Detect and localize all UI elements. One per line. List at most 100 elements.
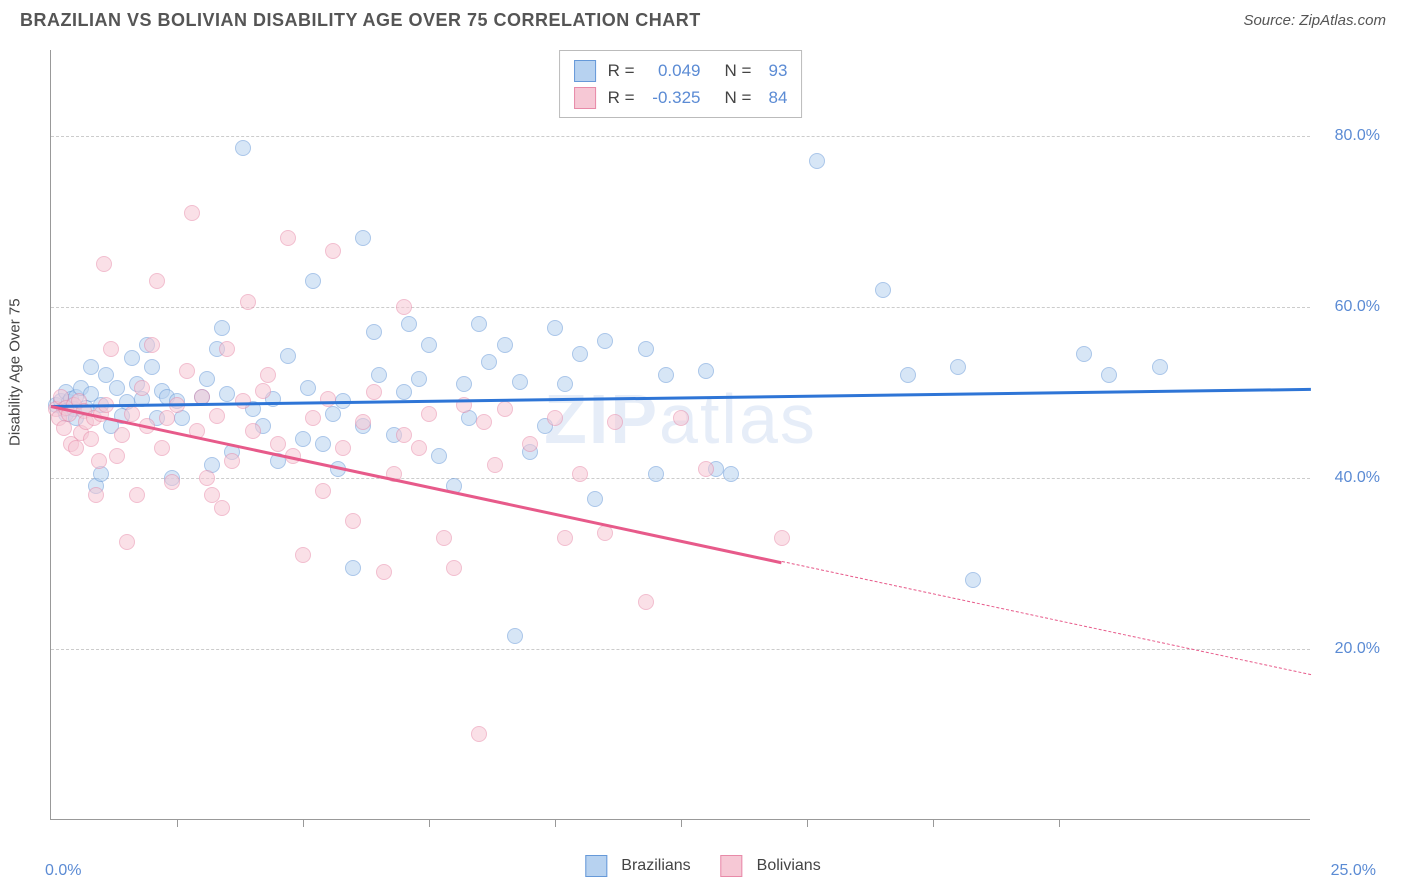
data-point — [240, 294, 256, 310]
data-point — [320, 391, 336, 407]
x-tick — [807, 819, 808, 827]
legend-label: Bolivians — [757, 857, 821, 875]
data-point — [366, 324, 382, 340]
data-point — [572, 346, 588, 362]
data-point — [476, 414, 492, 430]
data-point — [401, 316, 417, 332]
legend-swatch — [574, 60, 596, 82]
data-point — [83, 359, 99, 375]
y-tick-label: 40.0% — [1320, 469, 1380, 487]
data-point — [134, 380, 150, 396]
grid-line — [51, 307, 1310, 308]
data-point — [325, 406, 341, 422]
grid-line — [51, 649, 1310, 650]
data-point — [355, 414, 371, 430]
data-point — [1101, 367, 1117, 383]
data-point — [607, 414, 623, 430]
trend-line-extrapolated — [782, 561, 1311, 675]
data-point — [698, 461, 714, 477]
data-point — [88, 487, 104, 503]
data-point — [1152, 359, 1168, 375]
stat-n-label: N = — [725, 57, 752, 84]
data-point — [547, 320, 563, 336]
legend-item: Bolivians — [721, 855, 821, 877]
x-tick — [429, 819, 430, 827]
stats-legend: R =0.049 N =93 R =-0.325 N =84 — [559, 50, 803, 118]
data-point — [648, 466, 664, 482]
data-point — [421, 406, 437, 422]
y-tick-label: 80.0% — [1320, 127, 1380, 145]
data-point — [471, 316, 487, 332]
source-label: Source: ZipAtlas.com — [1243, 12, 1386, 29]
stats-row: R =0.049 N =93 — [574, 57, 788, 84]
data-point — [96, 256, 112, 272]
data-point — [109, 380, 125, 396]
series-legend: Brazilians Bolivians — [585, 855, 820, 877]
data-point — [199, 470, 215, 486]
data-point — [411, 440, 427, 456]
data-point — [411, 371, 427, 387]
data-point — [396, 427, 412, 443]
data-point — [497, 401, 513, 417]
data-point — [315, 436, 331, 452]
data-point — [56, 420, 72, 436]
data-point — [124, 350, 140, 366]
data-point — [124, 406, 140, 422]
data-point — [91, 453, 107, 469]
data-point — [270, 436, 286, 452]
data-point — [512, 374, 528, 390]
data-point — [295, 431, 311, 447]
data-point — [345, 560, 361, 576]
y-tick-label: 60.0% — [1320, 298, 1380, 316]
data-point — [68, 440, 84, 456]
data-point — [325, 243, 341, 259]
x-tick — [933, 819, 934, 827]
x-axis-max-label: 25.0% — [1331, 862, 1376, 880]
stat-r-value: -0.325 — [641, 84, 701, 111]
data-point — [638, 594, 654, 610]
stat-n-value: 93 — [757, 57, 787, 84]
data-point — [1076, 346, 1092, 362]
x-tick — [303, 819, 304, 827]
data-point — [497, 337, 513, 353]
data-point — [597, 333, 613, 349]
stat-r-value: 0.049 — [641, 57, 701, 84]
data-point — [144, 359, 160, 375]
data-point — [522, 436, 538, 452]
data-point — [214, 500, 230, 516]
data-point — [305, 410, 321, 426]
data-point — [245, 423, 261, 439]
stat-r-label: R = — [608, 84, 635, 111]
data-point — [280, 230, 296, 246]
data-point — [255, 383, 271, 399]
data-point — [658, 367, 674, 383]
data-point — [396, 384, 412, 400]
stat-n-label: N = — [725, 84, 752, 111]
data-point — [305, 273, 321, 289]
data-point — [219, 386, 235, 402]
data-point — [164, 474, 180, 490]
stats-row: R =-0.325 N =84 — [574, 84, 788, 111]
data-point — [371, 367, 387, 383]
data-point — [335, 440, 351, 456]
data-point — [109, 448, 125, 464]
data-point — [114, 427, 130, 443]
data-point — [597, 525, 613, 541]
data-point — [638, 341, 654, 357]
data-point — [144, 337, 160, 353]
legend-item: Brazilians — [585, 855, 690, 877]
data-point — [355, 230, 371, 246]
stat-r-label: R = — [608, 57, 635, 84]
data-point — [235, 140, 251, 156]
data-point — [83, 431, 99, 447]
grid-line — [51, 478, 1310, 479]
data-point — [487, 457, 503, 473]
data-point — [456, 376, 472, 392]
data-point — [723, 466, 739, 482]
data-point — [572, 466, 588, 482]
stat-n-value: 84 — [757, 84, 787, 111]
data-point — [547, 410, 563, 426]
x-axis-min-label: 0.0% — [45, 862, 81, 880]
data-point — [698, 363, 714, 379]
x-tick — [555, 819, 556, 827]
